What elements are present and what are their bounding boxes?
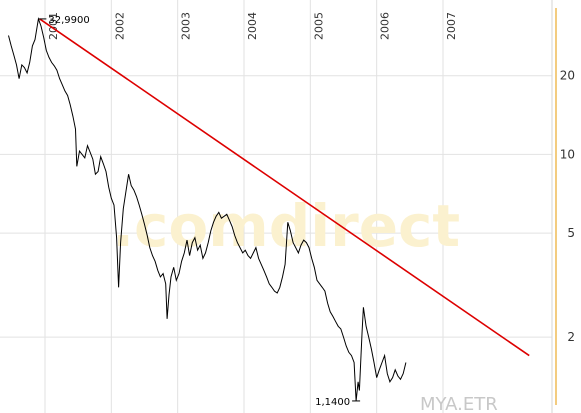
x-axis-ticks: 2001 2002 2003 2004 2005 2006 2007 [47, 12, 458, 40]
x-tick-label-2003: 2003 [180, 12, 193, 40]
x-tick-label-2004: 2004 [246, 12, 259, 40]
y-axis-ticks: 2 5 10 20 [560, 69, 575, 344]
x-tick-label-2007: 2007 [445, 12, 458, 40]
symbol-label: MYA.ETR [420, 394, 498, 413]
y-tick-label-2: 2 [567, 330, 575, 344]
x-tick-label-2002: 2002 [113, 12, 126, 40]
annotation-high: 32,9900 [48, 15, 89, 26]
price-series [8, 16, 407, 401]
y-tick-label-10: 10 [560, 147, 575, 161]
annotation-low: 1,1400 [315, 397, 350, 408]
x-tick-label-2005: 2005 [312, 12, 325, 40]
y-tick-label-20: 20 [560, 69, 575, 83]
annotations: 32,9900 1,1400 [38, 15, 361, 408]
trendline [39, 18, 530, 357]
x-tick-label-2006: 2006 [379, 12, 392, 40]
x-tick-label-2001: 2001 [47, 12, 60, 40]
y-tick-label-5: 5 [567, 226, 575, 240]
series-line [8, 16, 407, 401]
